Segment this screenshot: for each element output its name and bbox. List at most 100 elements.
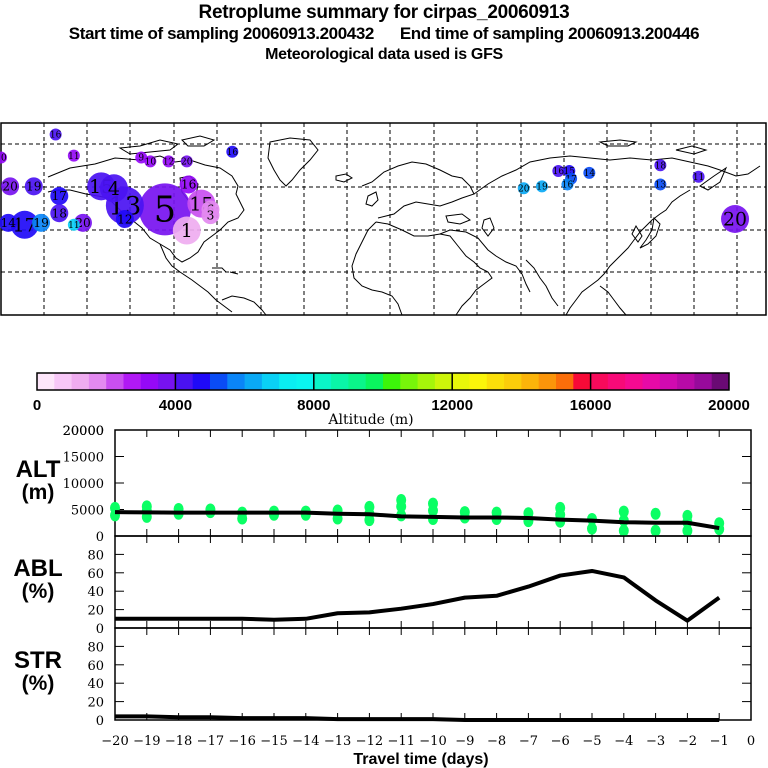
x-tick-label: −18 xyxy=(165,734,192,749)
panel-frame xyxy=(114,535,752,629)
map-point-label: 16 xyxy=(553,167,565,177)
y-tick-label: 60 xyxy=(87,659,104,674)
colorbar-cell xyxy=(400,373,419,390)
altitude-colorbar: 0 4000 8000 12000 16000 20000 Altitude (m) xyxy=(33,372,750,428)
colorbar-cell xyxy=(383,373,401,390)
colorbar-frame xyxy=(36,372,730,391)
coastline-south-america xyxy=(221,295,267,316)
map-point-marker xyxy=(49,128,62,141)
alt-scatter-point xyxy=(650,524,661,537)
colorbar-cell xyxy=(140,373,159,390)
x-tick-label: −17 xyxy=(197,734,224,749)
colorbar-cell xyxy=(296,373,315,390)
colorbar-cell xyxy=(469,373,488,390)
map-point: 13 xyxy=(654,178,667,191)
coastline-southeast-asia xyxy=(599,285,627,316)
map-point-label: 18 xyxy=(52,206,67,220)
coastline-iceland xyxy=(335,173,353,183)
colorbar-cell xyxy=(452,373,470,390)
colorbar-cell xyxy=(261,373,280,390)
map-point-marker xyxy=(180,155,193,168)
colorbar-cell xyxy=(365,373,384,390)
met-data-note: Meteorological data used is GFS xyxy=(265,46,503,63)
x-tick-label: −11 xyxy=(387,734,414,749)
colorbar-tick-label: 8000 xyxy=(297,397,330,414)
colorbar-cell xyxy=(106,373,124,390)
y-tick-label: 5000 xyxy=(71,504,104,519)
map-point: 16 xyxy=(552,165,565,177)
panel-ylabel: (%) xyxy=(22,672,55,695)
map-point-marker xyxy=(517,182,530,195)
map-point-label: 19 xyxy=(536,183,548,193)
x-tick-label: −20 xyxy=(101,734,128,749)
map-point-label: 12 xyxy=(163,158,174,168)
colorbar-cell xyxy=(434,373,453,390)
colorbar-tick-label: 0 xyxy=(33,397,41,414)
map-point-label: 20 xyxy=(2,180,17,194)
colorbar-cell xyxy=(158,373,176,390)
map-point: 19 xyxy=(24,177,43,196)
map-point-marker xyxy=(32,213,51,232)
map-point: 12 xyxy=(115,210,134,228)
colorbar-cell xyxy=(521,373,540,390)
colorbar-tick-label: 20000 xyxy=(708,397,750,414)
colorbar-cell xyxy=(244,373,263,390)
y-tick-label: 0 xyxy=(96,714,104,729)
map-point-label: 11 xyxy=(68,221,79,231)
map-point-marker xyxy=(692,170,705,183)
retroplume-points: 5131151541720126316171820191420191116101… xyxy=(0,128,750,245)
x-tick-label: −14 xyxy=(292,734,319,749)
alt-scatter-point xyxy=(396,493,407,506)
colorbar-cell xyxy=(625,373,643,390)
map-point-label: 19 xyxy=(26,180,41,194)
alt-scatter-point xyxy=(682,524,693,537)
y-tick-label: 60 xyxy=(87,567,104,582)
coastline-black-caspian xyxy=(445,213,495,237)
x-tick-label: −12 xyxy=(356,734,383,749)
map-point-marker xyxy=(654,159,667,172)
colorbar-cell xyxy=(313,373,332,390)
x-tick-label: −1 xyxy=(710,734,729,749)
x-tick-label: −13 xyxy=(324,734,351,749)
alt-scatter-point xyxy=(459,506,470,519)
alt-scatter-point xyxy=(618,524,629,537)
map-point-label: 15 xyxy=(564,167,576,177)
map-point: 11 xyxy=(692,170,705,183)
colorbar-cell xyxy=(677,373,695,390)
map-point: 11 xyxy=(67,218,80,231)
colorbar-cell xyxy=(659,373,678,390)
panel-ylabel: ABL xyxy=(13,555,62,582)
colorbar-tick-label: 16000 xyxy=(570,397,612,414)
map-point: 14 xyxy=(0,213,18,232)
colorbar-cell xyxy=(348,373,367,390)
y-tick-label: 20000 xyxy=(63,424,104,439)
map-point: 16 xyxy=(179,175,198,194)
colorbar-cell xyxy=(175,373,194,390)
colorbar-cell xyxy=(504,373,522,390)
retroplume-map: 5131151541720126316171820191420191116101… xyxy=(0,122,767,316)
map-point: 16 xyxy=(561,178,574,191)
colorbar-cell xyxy=(556,373,574,390)
map-point: 20 xyxy=(180,155,193,168)
map-point-label: 11 xyxy=(693,173,704,183)
map-point-marker xyxy=(144,155,157,168)
map-point: 20 xyxy=(1,177,20,196)
x-tick-label: 0 xyxy=(747,734,755,749)
chart-title: Retroplume summary for cirpas_20060913 xyxy=(198,2,570,23)
x-tick-label: −8 xyxy=(487,734,506,749)
y-tick-label: 20000 xyxy=(63,424,104,439)
y-tick-label: 0 xyxy=(96,530,104,545)
map-point: 9 xyxy=(135,151,148,164)
coastline-central-america xyxy=(159,243,233,313)
map-point-label: 20 xyxy=(518,184,530,194)
map-point: 1 xyxy=(172,216,201,245)
panel-frame xyxy=(114,627,752,721)
map-point-label: 11 xyxy=(68,152,79,162)
map-point: 19 xyxy=(535,180,548,193)
map-point: 20 xyxy=(517,182,530,195)
colorbar-cell xyxy=(694,373,713,390)
y-tick-label: 0 xyxy=(96,622,104,637)
map-point-marker xyxy=(654,178,667,191)
map-point-marker xyxy=(162,155,175,168)
colorbar-cell xyxy=(642,373,661,390)
